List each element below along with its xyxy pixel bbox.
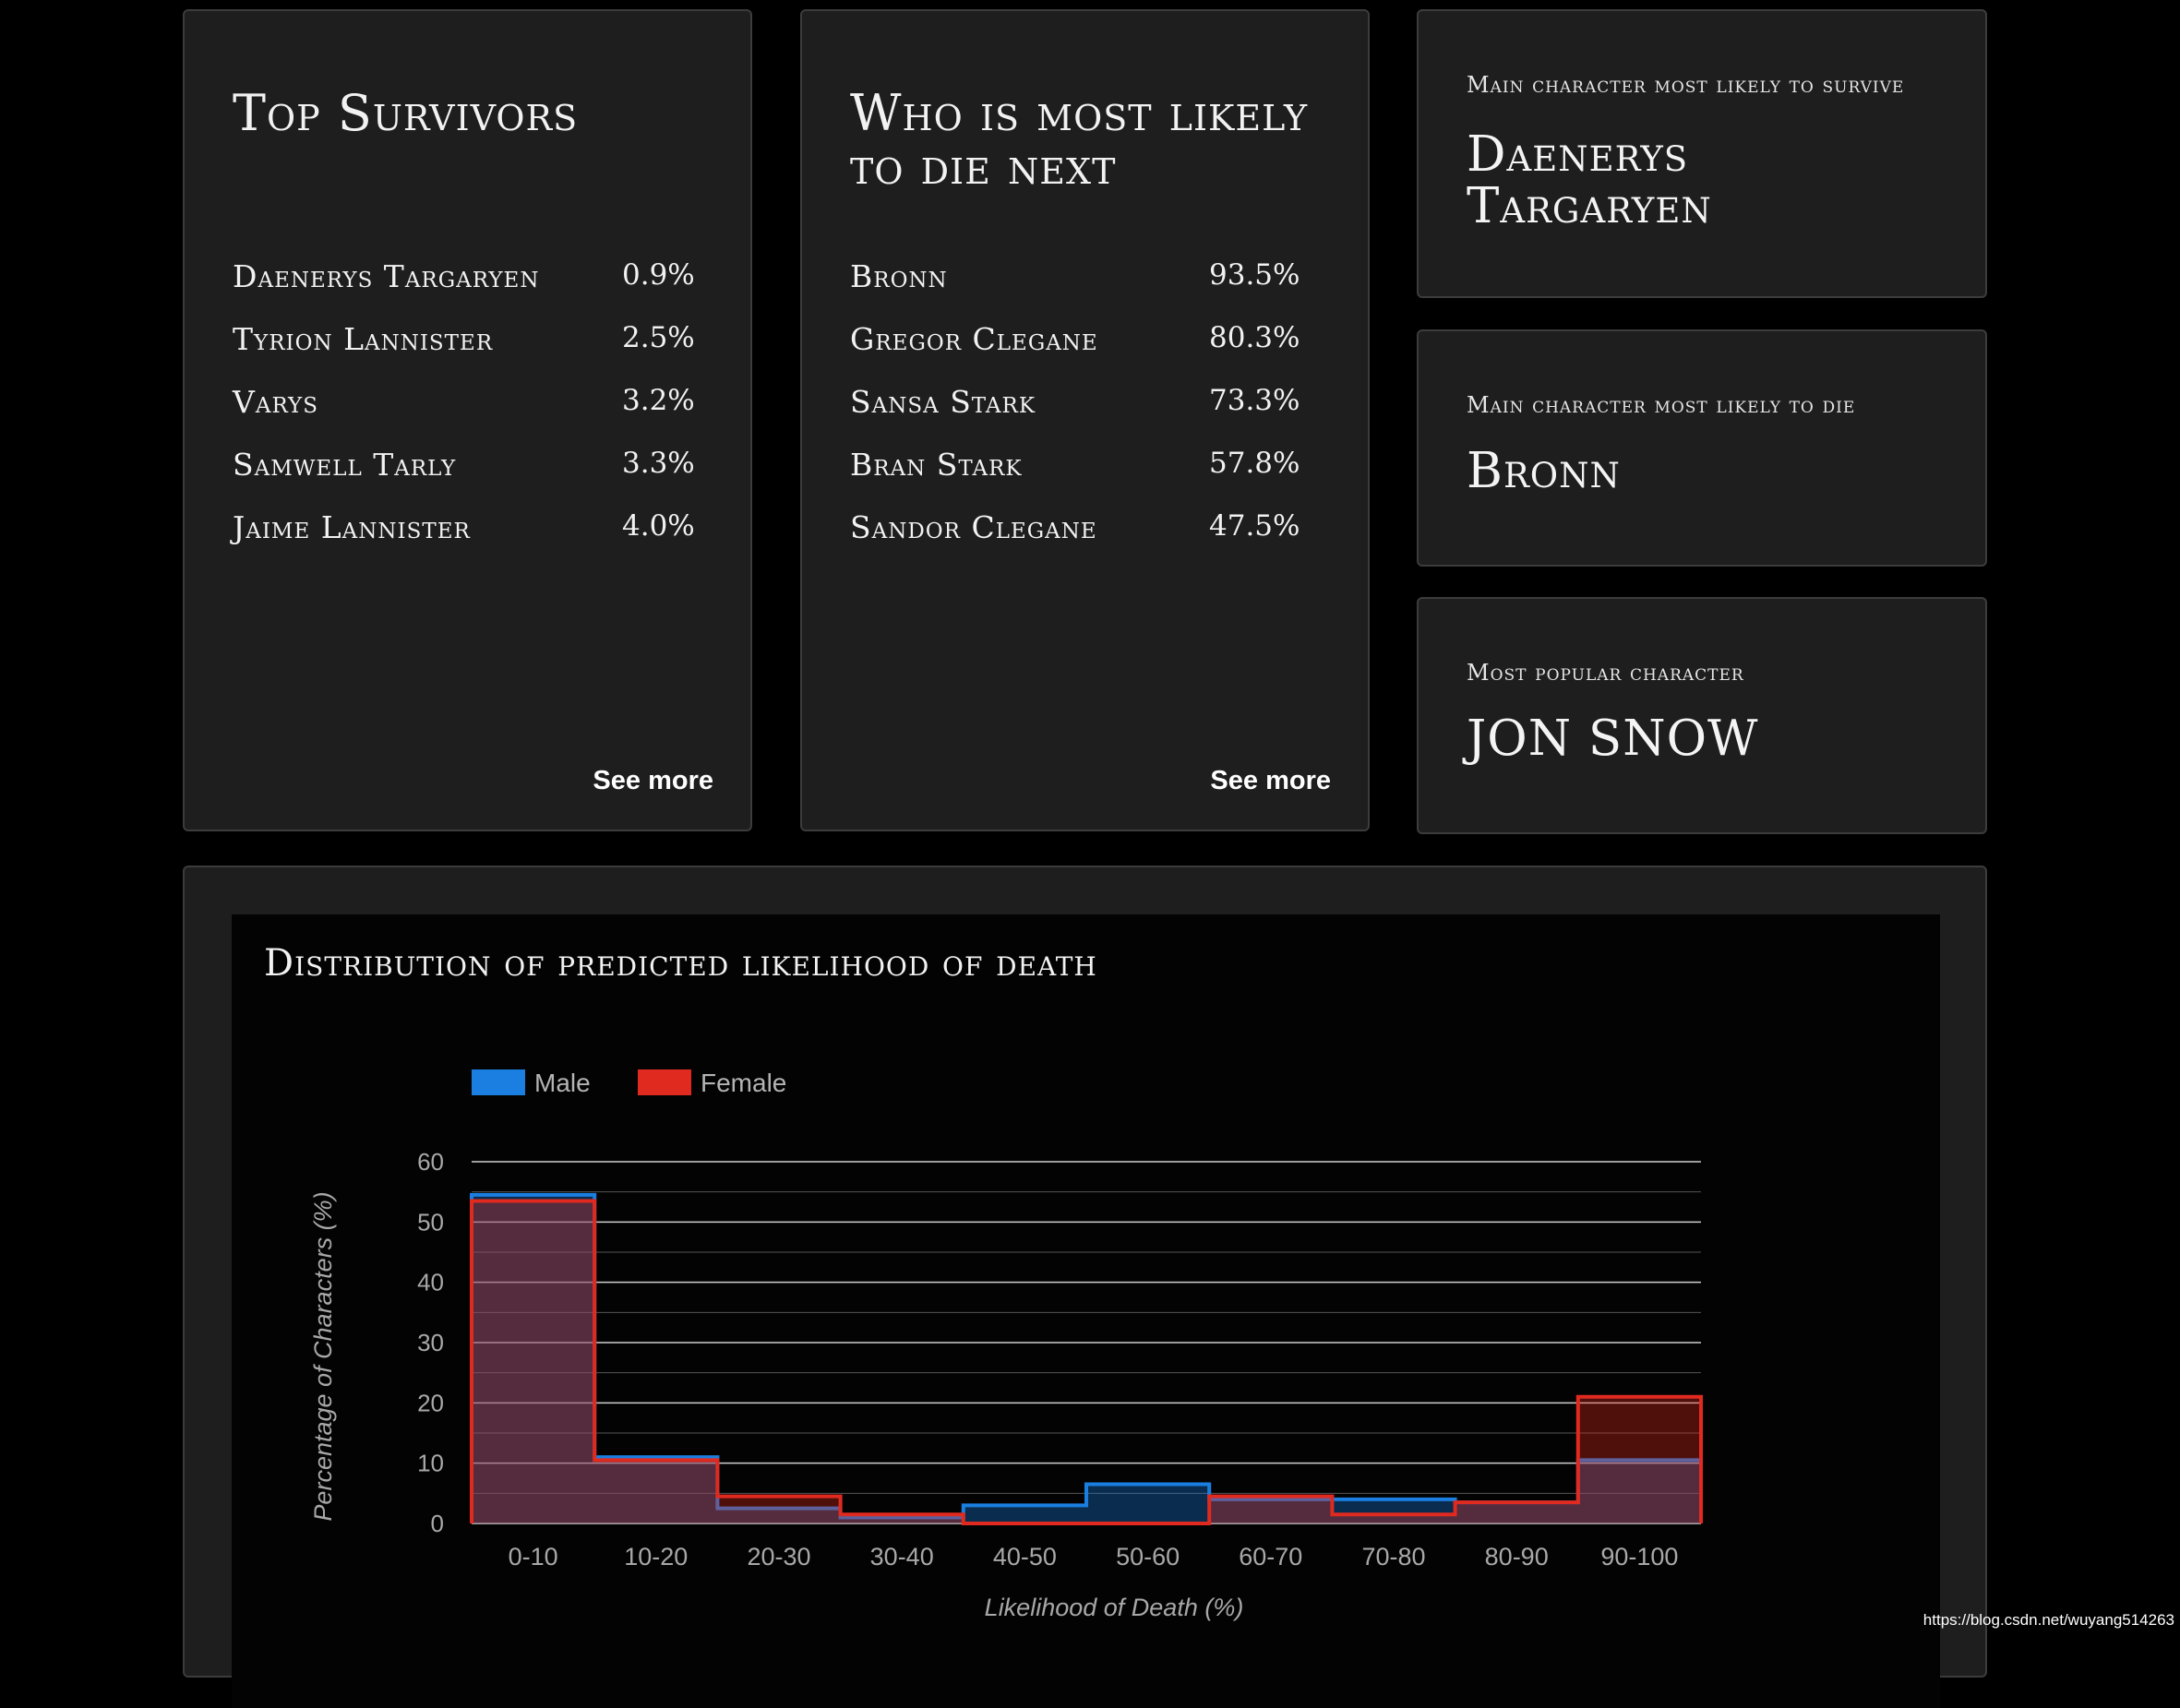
chart-card: Distribution of predicted likelihood of …	[183, 866, 1987, 1708]
top-survivors-list: Daenerys Targaryen 0.9% Tyrion Lannister 2…	[233, 258, 731, 572]
chart-title: Distribution of predicted likelihood of …	[264, 942, 1097, 985]
most-popular-card: Most popular character JON SNOW	[1417, 597, 1987, 834]
x-tick-label: 10-20	[624, 1543, 688, 1571]
stat-value: JON SNOW	[1467, 711, 1759, 767]
x-tick-label: 80-90	[1485, 1543, 1549, 1571]
death-percent: 57.8%	[1209, 447, 1300, 480]
y-tick-label: 50	[417, 1208, 444, 1236]
chart-panel: Distribution of predicted likelihood of …	[232, 914, 1940, 1708]
character-name: Jaime Lannister	[233, 509, 471, 545]
character-name: Varys	[233, 384, 318, 420]
character-name: Gregor Clegane	[850, 321, 1098, 357]
list-item: Varys 3.2%	[233, 384, 731, 447]
stat-label: Most popular character	[1467, 660, 1744, 686]
stat-label: Main character most likely to die	[1467, 392, 1856, 418]
watermark: https://blog.csdn.net/wuyang514263	[1922, 1611, 2174, 1629]
y-tick-label: 0	[431, 1510, 444, 1537]
die-next-title: Who is most likely to die next	[850, 84, 1309, 196]
male-legend-label: Male	[534, 1069, 591, 1097]
die-next-card: Who is most likely to die next Bronn 93.5…	[800, 9, 1370, 831]
x-tick-label: 40-50	[993, 1543, 1057, 1571]
see-more-survivors-link[interactable]: See more	[593, 766, 713, 795]
x-tick-label: 50-60	[1116, 1543, 1180, 1571]
death-percent: 80.3%	[1209, 321, 1300, 354]
die-next-list: Bronn 93.5% Gregor Clegane 80.3% Sansa Sta…	[850, 258, 1348, 572]
x-axis-title: Likelihood of Death (%)	[985, 1594, 1244, 1621]
female-series-area	[472, 1200, 1701, 1523]
list-item: Bran Stark 57.8%	[850, 447, 1348, 509]
x-tick-label: 30-40	[870, 1543, 934, 1571]
survival-percent: 3.2%	[622, 384, 695, 417]
female-legend-label: Female	[701, 1069, 786, 1097]
survival-percent: 4.0%	[622, 509, 695, 543]
survival-percent: 0.9%	[622, 258, 695, 292]
character-name: Bronn	[850, 258, 948, 294]
most-likely-survive-card: Main character most likely to survive Da…	[1417, 9, 1987, 298]
stat-value: Daenerys Targaryen	[1467, 126, 1712, 234]
female-legend-swatch	[638, 1069, 691, 1095]
survival-percent: 2.5%	[622, 321, 695, 354]
x-tick-label: 20-30	[747, 1543, 810, 1571]
y-axis-title: Percentage of Characters (%)	[309, 1191, 337, 1521]
survival-percent: 3.3%	[622, 447, 695, 480]
x-tick-label: 60-70	[1239, 1543, 1302, 1571]
death-percent: 73.3%	[1209, 384, 1300, 417]
y-tick-label: 60	[417, 1148, 444, 1176]
list-item: Jaime Lannister 4.0%	[233, 509, 731, 572]
character-name: Tyrion Lannister	[233, 321, 494, 357]
see-more-die-next-link[interactable]: See more	[1210, 766, 1331, 795]
list-item: Daenerys Targaryen 0.9%	[233, 258, 731, 321]
likelihood-histogram: 0 10 20 30 40 50 60 0-10 10-20 20-30 30-40 40-50 50-…	[309, 1069, 1703, 1621]
top-survivors-title: Top Survivors	[233, 84, 579, 142]
character-name: Sansa Stark	[850, 384, 1036, 420]
most-likely-die-card: Main character most likely to die Bronn	[1417, 329, 1987, 567]
character-name: Bran Stark	[850, 447, 1023, 483]
y-tick-label: 10	[417, 1450, 444, 1477]
stat-label: Main character most likely to survive	[1467, 72, 1905, 98]
female-series-line	[470, 1199, 1703, 1525]
x-tick-label: 90-100	[1600, 1543, 1678, 1571]
death-percent: 93.5%	[1209, 258, 1300, 292]
list-item: Gregor Clegane 80.3%	[850, 321, 1348, 384]
death-percent: 47.5%	[1209, 509, 1300, 543]
x-tick-label: 0-10	[509, 1543, 558, 1571]
male-legend-swatch	[472, 1069, 525, 1095]
list-item: Sansa Stark 73.3%	[850, 384, 1348, 447]
y-tick-label: 40	[417, 1269, 444, 1296]
y-tick-label: 30	[417, 1329, 444, 1356]
list-item: Samwell Tarly 3.3%	[233, 447, 731, 509]
list-item: Bronn 93.5%	[850, 258, 1348, 321]
character-name: Daenerys Targaryen	[233, 258, 540, 294]
y-tick-label: 20	[417, 1389, 444, 1416]
list-item: Tyrion Lannister 2.5%	[233, 321, 731, 384]
stat-value: Bronn	[1467, 443, 1621, 499]
list-item: Sandor Clegane 47.5%	[850, 509, 1348, 572]
character-name: Samwell Tarly	[233, 447, 457, 483]
top-survivors-card: Top Survivors Daenerys Targaryen 0.9% Tyr…	[183, 9, 752, 831]
x-tick-label: 70-80	[1361, 1543, 1425, 1571]
character-name: Sandor Clegane	[850, 509, 1097, 545]
